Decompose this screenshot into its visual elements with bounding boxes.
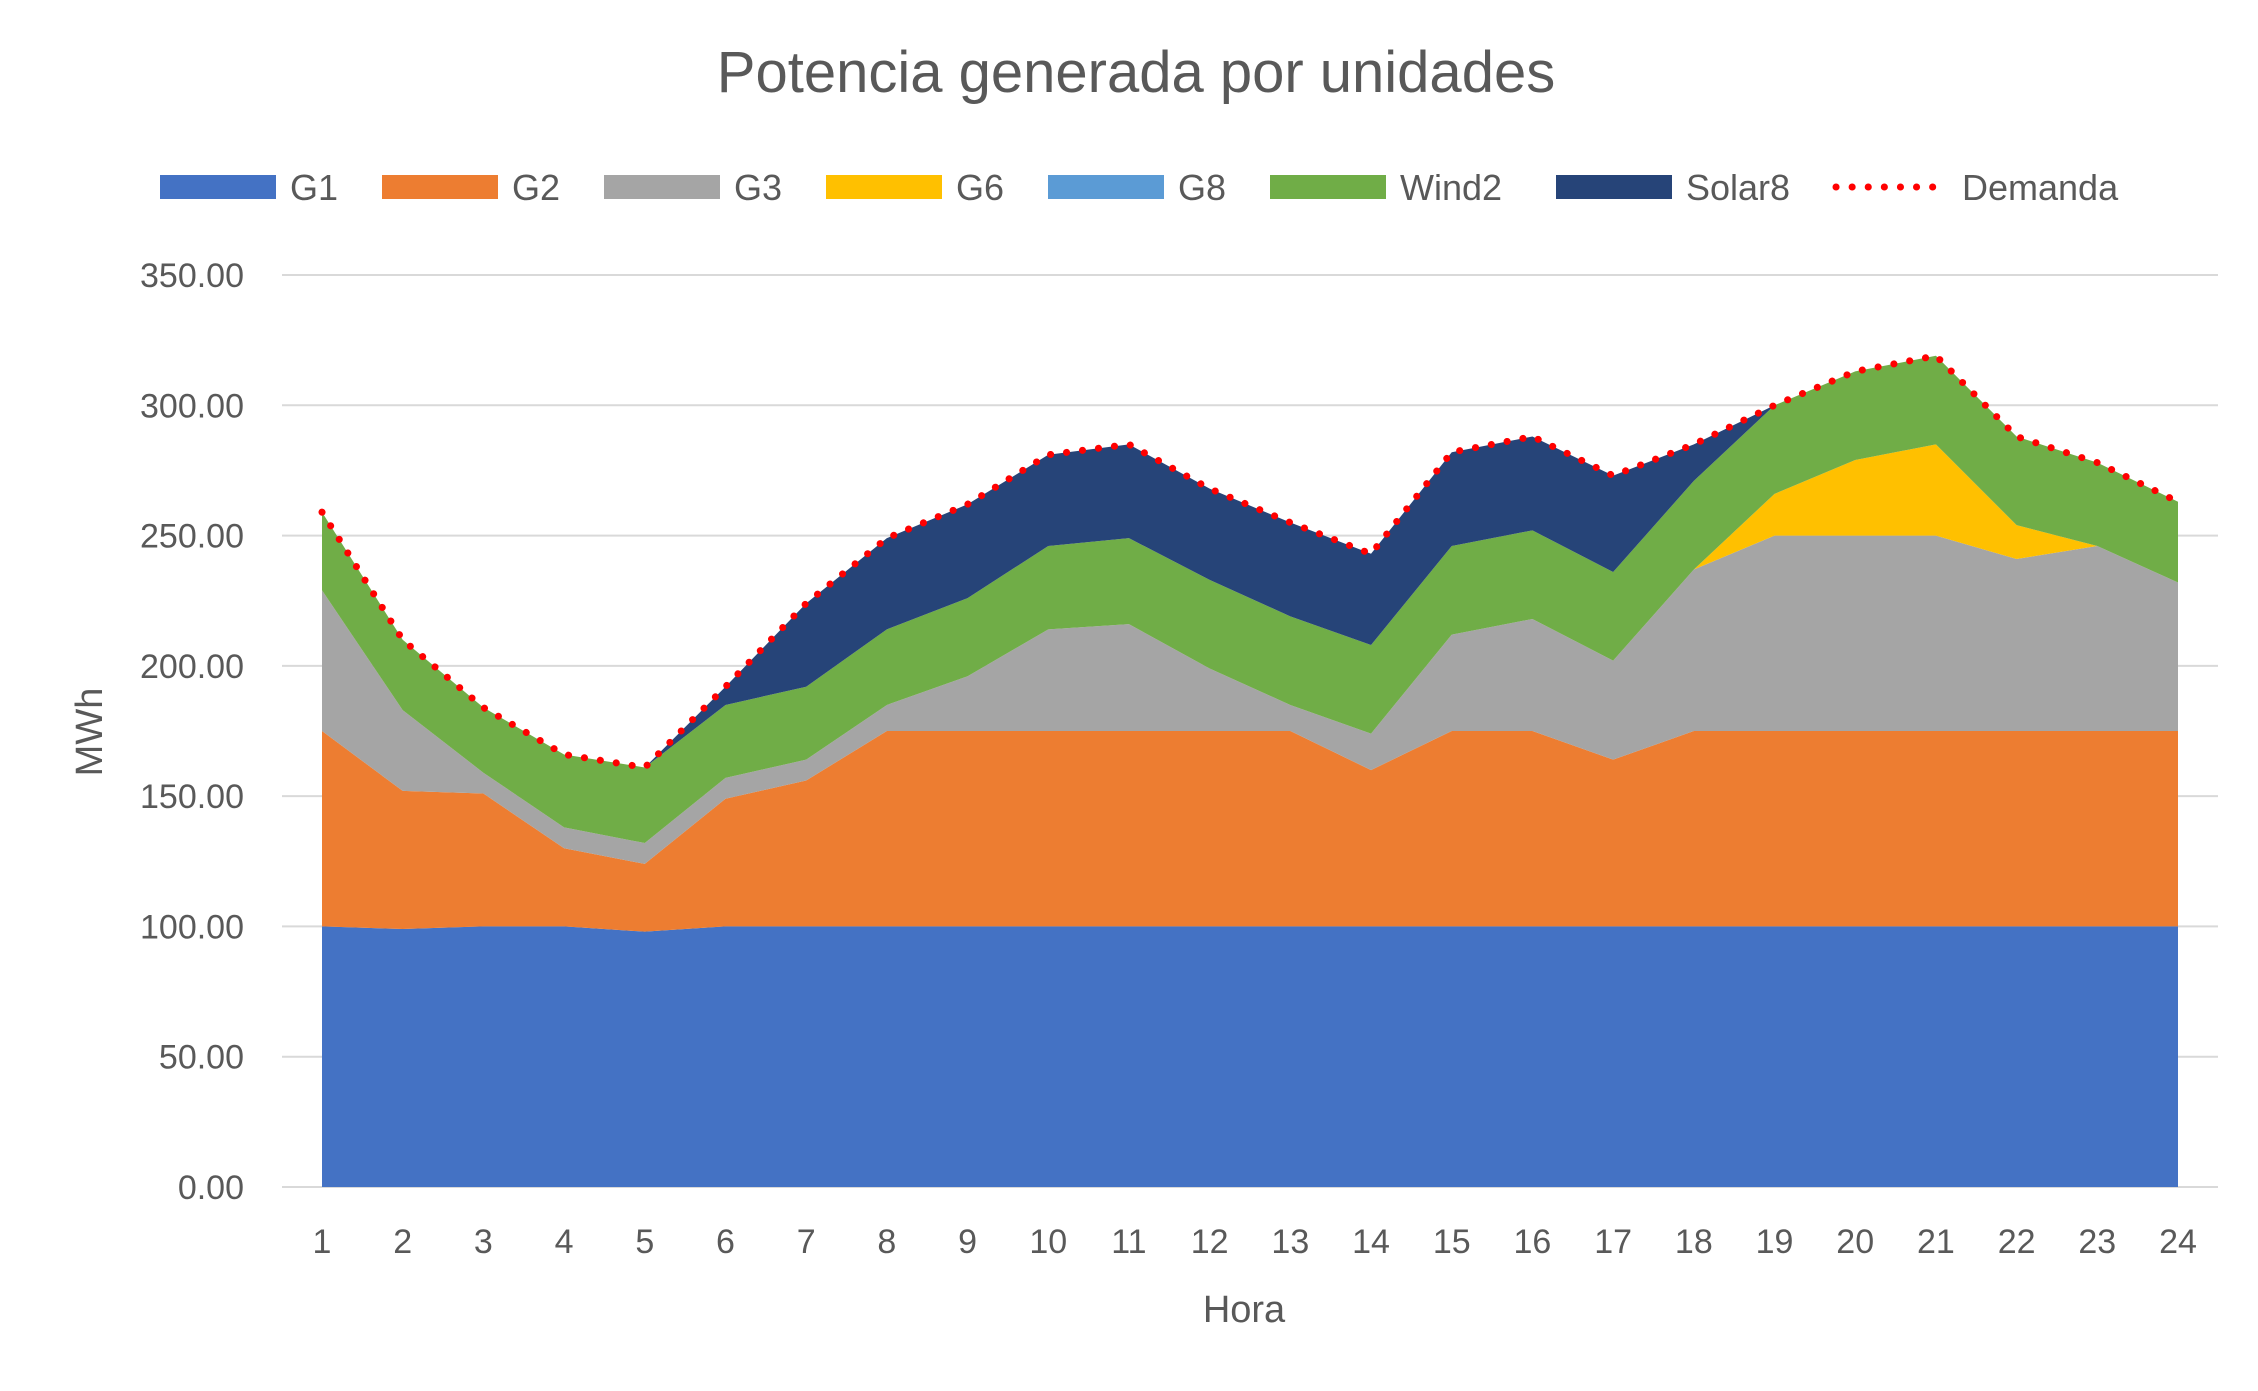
area-series: [322, 355, 2178, 1187]
legend-swatch: [1270, 175, 1386, 199]
x-tick-label: 3: [474, 1223, 493, 1261]
legend-label: G6: [956, 167, 1004, 208]
x-tick-label: 12: [1191, 1223, 1229, 1261]
demand-line-series: [318, 351, 2182, 772]
legend-swatch: [1048, 175, 1164, 199]
legend-swatch: [826, 175, 942, 199]
y-tick-label: 250.00: [140, 518, 244, 556]
y-tick-label: 0.00: [178, 1169, 244, 1207]
legend-item-wind2: Wind2: [1270, 167, 1502, 208]
legend-label: Solar8: [1686, 167, 1790, 208]
area-g3: [322, 535, 2178, 864]
legend: G1 G2 G3 G6 G8 Wind2 Solar8 Demanda: [160, 167, 2119, 208]
legend-label: G1: [290, 167, 338, 208]
legend-label: G3: [734, 167, 782, 208]
legend-label: Wind2: [1400, 167, 1502, 208]
x-tick-label: 17: [1594, 1223, 1632, 1261]
area-wind2: [322, 355, 2178, 844]
area-g2: [322, 731, 2178, 932]
legend-item-g8: G8: [1048, 167, 1226, 208]
legend-label: Demanda: [1962, 167, 2119, 208]
y-tick-label: 100.00: [140, 908, 244, 946]
area-solar8: [322, 355, 2178, 768]
area-g1: [322, 926, 2178, 1187]
x-tick-label: 1: [313, 1223, 332, 1261]
demanda-line: [318, 351, 2182, 772]
x-tick-label: 23: [2078, 1223, 2116, 1261]
y-tick-label: 300.00: [140, 387, 244, 425]
x-tick-label: 15: [1433, 1223, 1471, 1261]
legend-item-g3: G3: [604, 167, 782, 208]
x-tick-label: 6: [716, 1223, 735, 1261]
legend-item-g6: G6: [826, 167, 1004, 208]
legend-swatch: [382, 175, 498, 199]
x-axis-ticks: 1 2 3 4 5 6 7 8 9 10 11 12 13 14 15 16 17 18 19 20 21 22 23 24: [313, 1223, 2197, 1261]
y-tick-label: 350.00: [140, 257, 244, 295]
y-axis-ticks: 0.00 50.00 100.00 150.00 200.00 250.00 300.00 3…: [140, 257, 244, 1207]
x-tick-label: 16: [1514, 1223, 1552, 1261]
x-tick-label: 5: [635, 1223, 654, 1261]
y-tick-label: 200.00: [140, 648, 244, 686]
chart-title: Potencia generada por unidades: [717, 40, 1555, 105]
x-tick-label: 19: [1756, 1223, 1794, 1261]
x-tick-label: 24: [2159, 1223, 2197, 1261]
x-tick-label: 14: [1352, 1223, 1390, 1261]
x-tick-label: 8: [877, 1223, 896, 1261]
x-tick-label: 11: [1111, 1223, 1146, 1261]
legend-swatch: [160, 175, 276, 199]
x-tick-label: 22: [1998, 1223, 2036, 1261]
legend-label: G8: [1178, 167, 1226, 208]
y-tick-label: 50.00: [159, 1039, 244, 1077]
legend-item-solar8: Solar8: [1556, 167, 1790, 208]
x-tick-label: 7: [797, 1223, 816, 1261]
y-tick-label: 150.00: [140, 778, 244, 816]
x-tick-label: 21: [1917, 1223, 1955, 1261]
x-tick-label: 10: [1029, 1223, 1067, 1261]
x-tick-label: 4: [555, 1223, 574, 1261]
y-axis-label: MWh: [69, 688, 111, 777]
legend-item-g1: G1: [160, 167, 338, 208]
legend-label: G2: [512, 167, 560, 208]
legend-swatch: [1556, 175, 1672, 199]
x-tick-label: 13: [1271, 1223, 1309, 1261]
legend-item-g2: G2: [382, 167, 560, 208]
legend-item-demanda: Demanda: [1832, 167, 2119, 208]
x-tick-label: 2: [393, 1223, 412, 1261]
x-tick-label: 20: [1836, 1223, 1874, 1261]
legend-swatch: [604, 175, 720, 199]
x-tick-label: 9: [958, 1223, 977, 1261]
x-axis-label: Hora: [1203, 1289, 1286, 1331]
x-tick-label: 18: [1675, 1223, 1713, 1261]
